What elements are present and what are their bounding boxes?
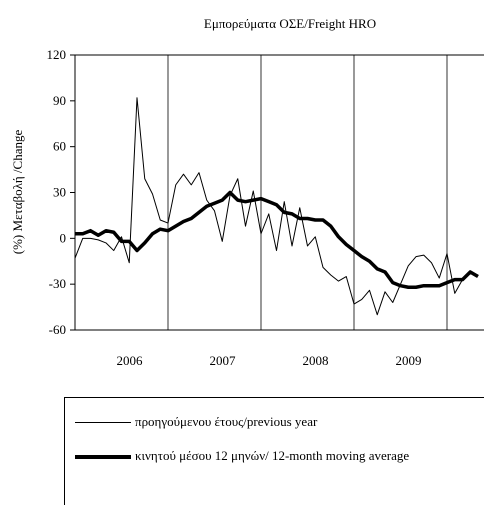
y-tick-label: -60	[49, 322, 66, 337]
y-tick-label: 0	[60, 230, 67, 245]
y-axis-label: (%) Μεταβολή /Change	[10, 130, 25, 255]
plot-area	[74, 54, 484, 331]
x-tick-label: 2008	[303, 353, 329, 368]
x-tick-label: 2006	[117, 353, 144, 368]
x-tick-label: 2009	[396, 353, 422, 368]
legend-label: προηγούμενου έτους/previous year	[135, 414, 318, 429]
legend-swatch	[75, 455, 131, 459]
legend-entry: προηγούμενου έτους/previous year	[75, 414, 480, 430]
y-tick-label: 60	[53, 139, 66, 154]
legend-entry: κινητού μέσου 12 μηνών/ 12-month moving …	[75, 448, 480, 464]
y-tick-label: -30	[49, 276, 66, 291]
chart: Εμπορεύματα ΟΣΕ/Freight HRO (%) Μεταβολή…	[10, 16, 484, 368]
legend-label: κινητού μέσου 12 μηνών/ 12-month moving …	[135, 448, 410, 463]
legend: προηγούμενου έτους/previous year κινητού…	[64, 397, 484, 505]
y-tick-label: 90	[53, 93, 66, 108]
series-line	[75, 190, 479, 289]
legend-swatch	[75, 422, 131, 423]
y-tick-label: 120	[47, 47, 67, 62]
y-tick-label: 30	[53, 185, 66, 200]
chart-title: Εμπορεύματα ΟΣΕ/Freight HRO	[204, 16, 376, 31]
series-line	[74, 97, 479, 316]
x-tick-label: 2007	[210, 353, 237, 368]
